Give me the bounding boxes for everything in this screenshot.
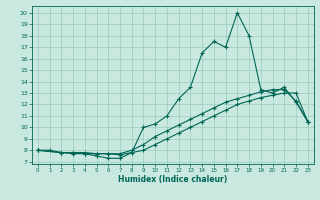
X-axis label: Humidex (Indice chaleur): Humidex (Indice chaleur): [118, 175, 228, 184]
